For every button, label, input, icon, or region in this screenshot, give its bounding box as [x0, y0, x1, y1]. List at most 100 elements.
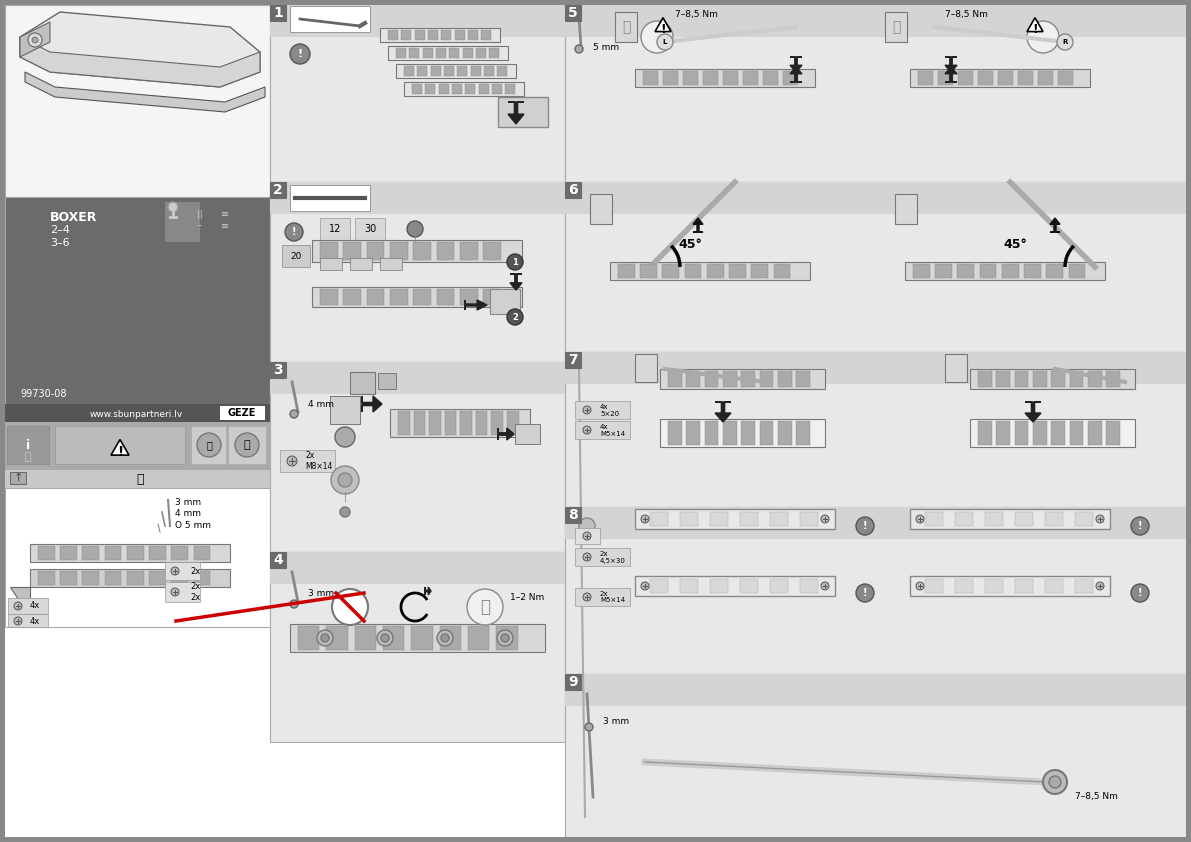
Polygon shape: [715, 402, 731, 422]
Bar: [668, 371, 681, 387]
Bar: [680, 512, 698, 526]
Bar: [682, 71, 698, 85]
Bar: [320, 258, 342, 270]
Bar: [997, 421, 1010, 445]
Bar: [668, 421, 681, 445]
Circle shape: [821, 582, 829, 590]
Bar: [635, 354, 657, 382]
Bar: [1002, 264, 1018, 278]
Circle shape: [467, 589, 503, 625]
Circle shape: [1131, 517, 1149, 535]
Bar: [741, 421, 755, 445]
Bar: [468, 30, 478, 40]
Polygon shape: [510, 274, 522, 290]
Circle shape: [497, 630, 513, 646]
Circle shape: [339, 507, 350, 517]
Bar: [490, 48, 499, 58]
Circle shape: [14, 602, 21, 610]
Bar: [1033, 371, 1047, 387]
Bar: [507, 411, 518, 435]
Text: 45°: 45°: [1003, 237, 1027, 251]
Text: !: !: [862, 588, 867, 598]
Bar: [172, 571, 188, 585]
Bar: [958, 71, 973, 85]
Circle shape: [1131, 584, 1149, 602]
Bar: [978, 71, 993, 85]
Bar: [404, 82, 524, 96]
Polygon shape: [944, 67, 958, 82]
Bar: [635, 69, 815, 87]
Bar: [5, 404, 270, 422]
Bar: [650, 512, 668, 526]
Bar: [166, 582, 200, 602]
Bar: [492, 411, 503, 435]
Polygon shape: [790, 67, 802, 82]
Text: 2x: 2x: [191, 567, 200, 575]
Bar: [270, 362, 565, 552]
Bar: [1033, 421, 1047, 445]
Text: !: !: [292, 227, 297, 237]
Bar: [760, 421, 773, 445]
Text: 5 mm: 5 mm: [593, 42, 619, 51]
Bar: [166, 562, 200, 580]
Bar: [565, 5, 1186, 37]
Circle shape: [168, 202, 177, 212]
Text: R: R: [1062, 39, 1067, 45]
Bar: [741, 371, 755, 387]
Bar: [280, 450, 335, 472]
Bar: [5, 422, 270, 470]
Polygon shape: [655, 18, 671, 31]
Bar: [1106, 421, 1120, 445]
Polygon shape: [1025, 402, 1041, 422]
Bar: [565, 352, 581, 368]
Circle shape: [1049, 776, 1061, 788]
Text: 4 mm: 4 mm: [308, 399, 333, 408]
Bar: [55, 426, 185, 464]
Circle shape: [1043, 770, 1067, 794]
Text: 2: 2: [273, 183, 283, 197]
Bar: [1186, 0, 1191, 842]
Bar: [270, 5, 565, 182]
Circle shape: [821, 515, 829, 523]
Bar: [367, 289, 385, 305]
Bar: [705, 371, 718, 387]
Text: !: !: [1033, 23, 1037, 35]
Bar: [410, 48, 419, 58]
Text: 45°: 45°: [678, 237, 701, 251]
Circle shape: [437, 630, 453, 646]
Bar: [191, 426, 226, 464]
Polygon shape: [944, 57, 958, 72]
Bar: [910, 69, 1090, 87]
Bar: [437, 242, 454, 260]
Bar: [30, 569, 230, 587]
Bar: [380, 28, 500, 42]
Bar: [492, 84, 501, 94]
Text: 3: 3: [273, 363, 282, 377]
Bar: [444, 66, 454, 76]
Bar: [449, 48, 460, 58]
Text: 🧤: 🧤: [206, 440, 212, 450]
Circle shape: [197, 433, 222, 457]
Bar: [270, 182, 286, 198]
Bar: [978, 371, 992, 387]
Text: 1: 1: [273, 6, 283, 20]
Bar: [894, 194, 917, 224]
Circle shape: [32, 37, 38, 43]
Bar: [1015, 512, 1033, 526]
Bar: [918, 71, 933, 85]
Bar: [388, 30, 398, 40]
Text: 2–4: 2–4: [50, 225, 70, 235]
Bar: [7, 426, 49, 464]
Polygon shape: [790, 57, 802, 72]
Text: ↑: ↑: [13, 473, 23, 483]
Bar: [643, 71, 657, 85]
Text: !: !: [862, 521, 867, 531]
Bar: [437, 289, 454, 305]
Text: 30: 30: [364, 224, 376, 234]
Bar: [127, 571, 144, 585]
Text: 7–8,5 Nm: 7–8,5 Nm: [944, 9, 987, 19]
Bar: [289, 185, 370, 211]
Bar: [797, 421, 810, 445]
Text: ||
--: || --: [197, 210, 202, 230]
Bar: [438, 84, 449, 94]
